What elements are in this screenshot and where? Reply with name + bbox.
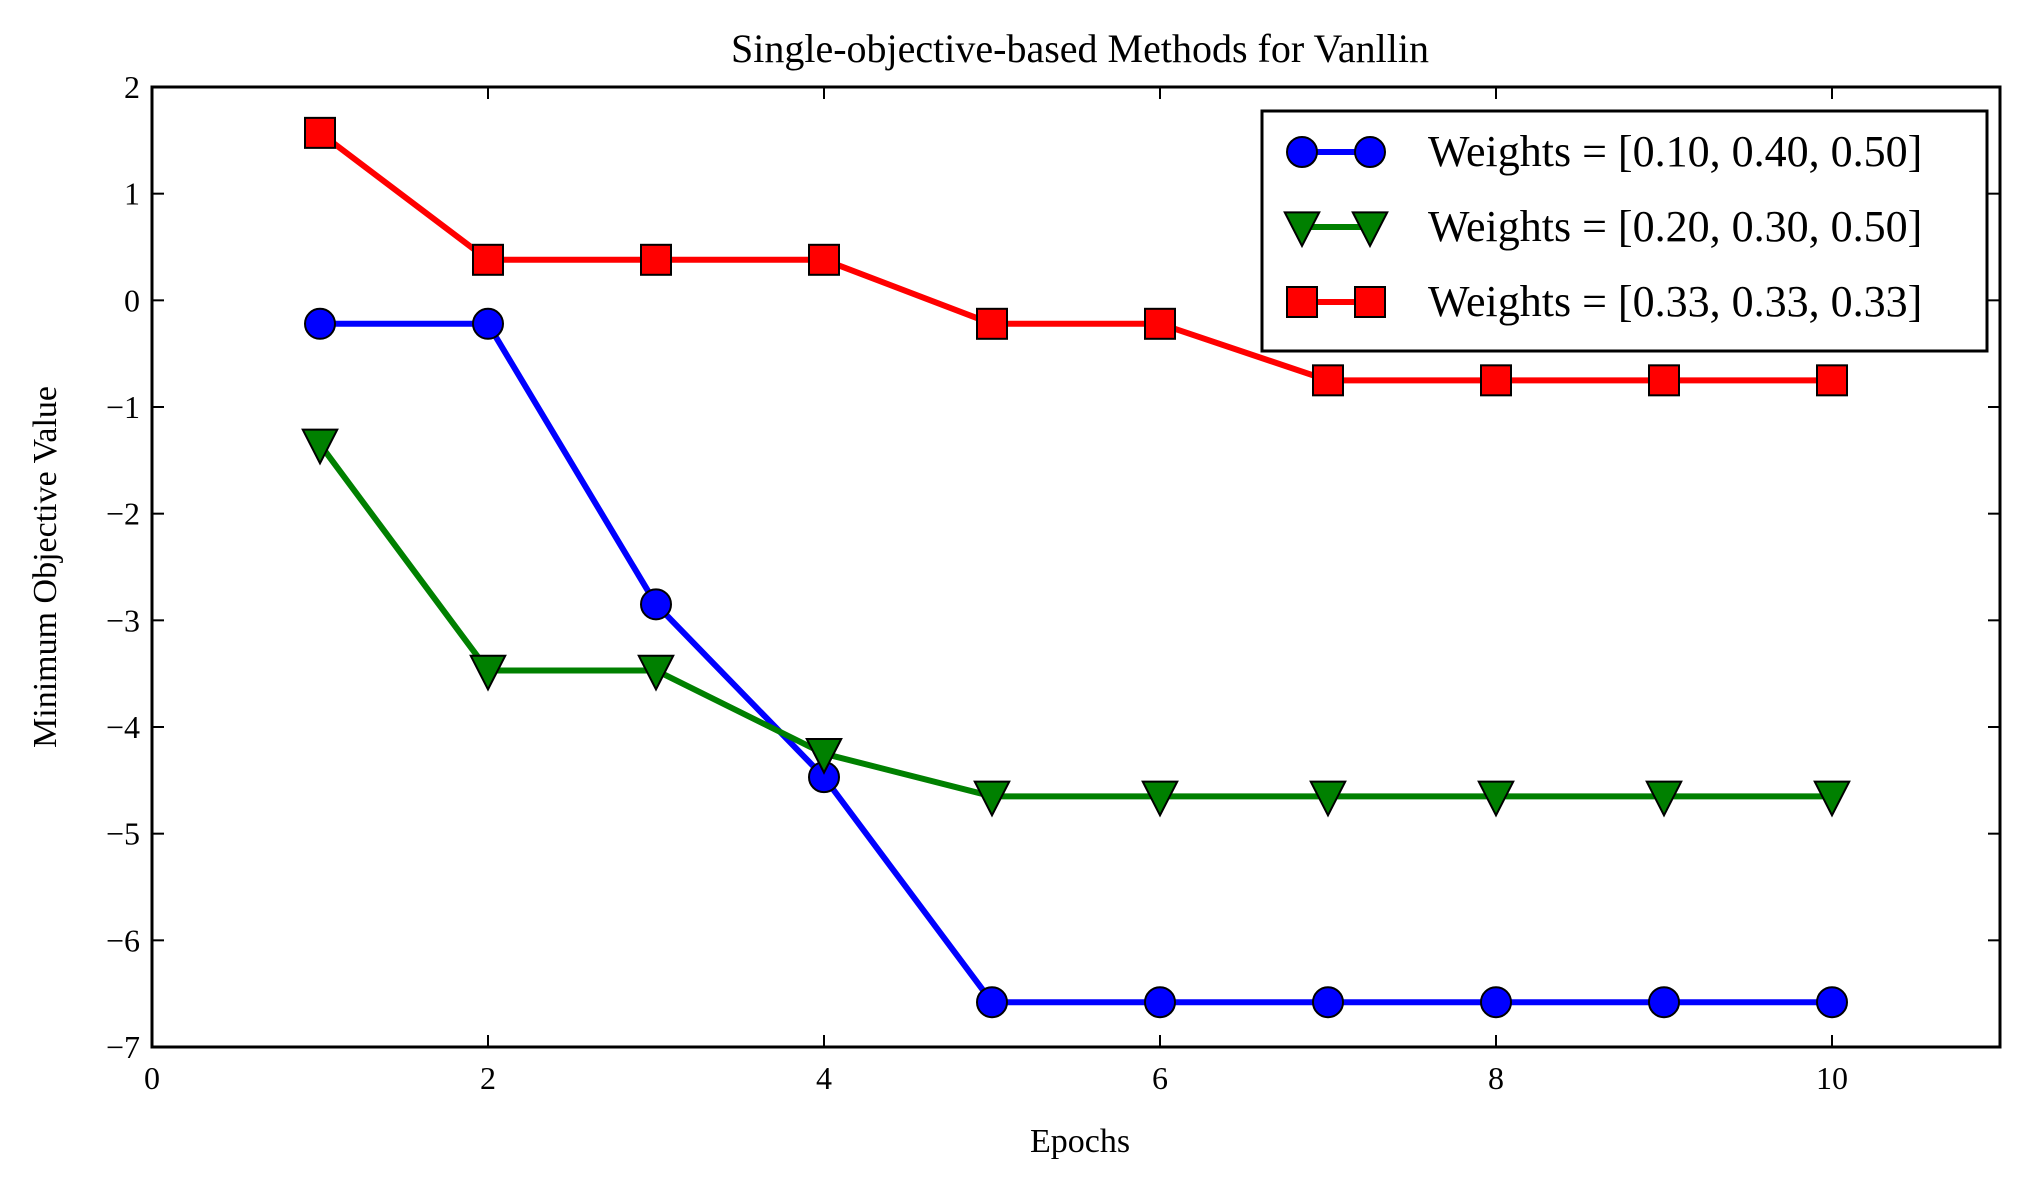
data-point bbox=[1144, 307, 1176, 340]
legend-label: Weights = [0.20, 0.30, 0.50] bbox=[1428, 202, 1922, 251]
data-point bbox=[1648, 986, 1680, 1019]
data-point bbox=[1144, 986, 1176, 1019]
y-tick-label: −6 bbox=[106, 922, 140, 958]
legend-marker bbox=[1286, 136, 1318, 168]
data-point bbox=[640, 588, 672, 621]
data-point bbox=[472, 307, 504, 340]
series-3 bbox=[304, 116, 1848, 397]
data-point bbox=[304, 307, 336, 340]
series-line bbox=[318, 130, 1832, 384]
data-point bbox=[1141, 780, 1179, 818]
x-tick-label: 2 bbox=[480, 1060, 496, 1096]
data-point bbox=[304, 116, 336, 149]
legend-label: Weights = [0.10, 0.40, 0.50] bbox=[1428, 127, 1922, 176]
legend-label: Weights = [0.33, 0.33, 0.33] bbox=[1428, 277, 1922, 326]
legend-item-2: Weights = [0.20, 0.30, 0.50] bbox=[1283, 202, 1922, 251]
y-tick-label: −1 bbox=[106, 389, 140, 425]
x-tick-label: 8 bbox=[1488, 1060, 1504, 1096]
series-line bbox=[317, 442, 1832, 800]
series-1 bbox=[304, 307, 1848, 1019]
series-line bbox=[320, 320, 1832, 1006]
data-point bbox=[1813, 780, 1851, 818]
legend: Weights = [0.10, 0.40, 0.50] Weights = [0… bbox=[1260, 109, 1989, 353]
y-tick-label: −2 bbox=[106, 496, 140, 532]
data-point bbox=[808, 243, 840, 276]
data-point bbox=[1816, 364, 1848, 397]
data-point bbox=[637, 654, 675, 692]
data-point bbox=[1480, 364, 1512, 397]
plot-frame bbox=[150, 85, 2002, 1049]
y-tick-label: 1 bbox=[124, 176, 140, 212]
x-axis-label: Epochs bbox=[1030, 1123, 1130, 1160]
legend-item-3: Weights = [0.33, 0.33, 0.33] bbox=[1286, 277, 1922, 326]
legend-item-1: Weights = [0.10, 0.40, 0.50] bbox=[1286, 127, 1922, 176]
data-point bbox=[472, 243, 504, 276]
data-point bbox=[1312, 364, 1344, 397]
data-point bbox=[976, 986, 1008, 1019]
data-point bbox=[976, 307, 1008, 340]
x-tick-label: 6 bbox=[1152, 1060, 1168, 1096]
data-point bbox=[1816, 986, 1848, 1019]
x-tick-label: 4 bbox=[816, 1060, 832, 1096]
y-tick-label: 2 bbox=[124, 69, 140, 105]
data-point bbox=[1312, 986, 1344, 1019]
data-point bbox=[1648, 364, 1680, 397]
series-2 bbox=[301, 428, 1851, 818]
y-tick-label: 0 bbox=[124, 282, 140, 318]
x-tick-label: 0 bbox=[144, 1060, 160, 1096]
data-point bbox=[469, 654, 507, 692]
legend-marker bbox=[1351, 211, 1389, 249]
legend-marker bbox=[1354, 136, 1386, 168]
data-point bbox=[1477, 780, 1515, 818]
y-tick-label: −5 bbox=[106, 816, 140, 852]
y-tick-label: −7 bbox=[106, 1029, 140, 1065]
series-layer bbox=[301, 116, 1851, 1019]
legend-marker bbox=[1354, 286, 1386, 318]
chart-title: Single-objective-based Methods for Vanll… bbox=[731, 26, 1429, 71]
y-tick-label: −3 bbox=[106, 602, 140, 638]
data-point bbox=[805, 738, 843, 775]
data-point bbox=[1645, 780, 1683, 818]
y-axis-label: Minimum Objective Value bbox=[27, 386, 64, 748]
data-point bbox=[1309, 780, 1347, 818]
data-point bbox=[1480, 986, 1512, 1019]
legend-marker bbox=[1286, 286, 1318, 318]
data-point bbox=[640, 243, 672, 276]
y-tick-label: −4 bbox=[106, 709, 140, 745]
data-point bbox=[301, 428, 339, 466]
x-tick-label: 10 bbox=[1816, 1060, 1848, 1096]
data-point bbox=[973, 780, 1011, 818]
legend-marker bbox=[1283, 211, 1321, 249]
